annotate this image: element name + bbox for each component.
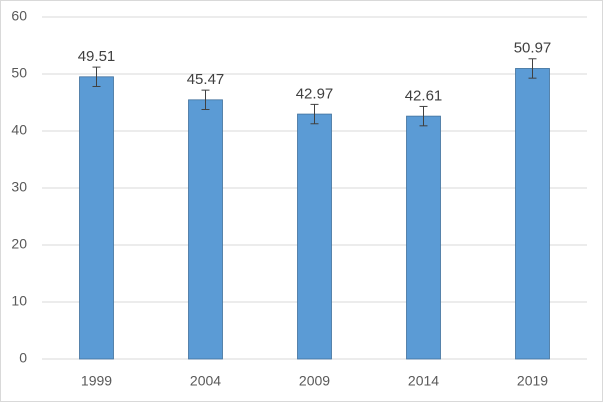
data-label: 49.51 (78, 48, 116, 65)
error-bar (201, 89, 210, 111)
y-tick-label: 0 (19, 350, 27, 366)
data-label: 50.97 (514, 40, 552, 57)
bar (297, 113, 332, 360)
y-tick-label: 10 (11, 293, 27, 309)
data-label: 45.47 (187, 71, 225, 88)
y-tick-label: 30 (11, 179, 27, 195)
error-bar (528, 58, 537, 79)
x-tick-label: 2014 (408, 373, 439, 389)
y-tick-label: 60 (11, 8, 27, 24)
x-tick-label: 2009 (299, 373, 330, 389)
error-bar (92, 66, 101, 87)
bar (515, 68, 550, 360)
data-label: 42.61 (405, 87, 443, 104)
bar (79, 76, 114, 360)
x-tick-label: 2004 (190, 373, 221, 389)
error-bar (419, 105, 428, 127)
error-bar (310, 103, 319, 125)
x-tick-label: 1999 (81, 373, 112, 389)
y-tick-label: 50 (11, 65, 27, 81)
bar (188, 99, 223, 360)
y-tick-label: 20 (11, 236, 27, 252)
data-label: 42.97 (296, 85, 334, 102)
y-tick-label: 40 (11, 122, 27, 138)
bar (406, 115, 441, 360)
x-tick-label: 2019 (517, 373, 548, 389)
